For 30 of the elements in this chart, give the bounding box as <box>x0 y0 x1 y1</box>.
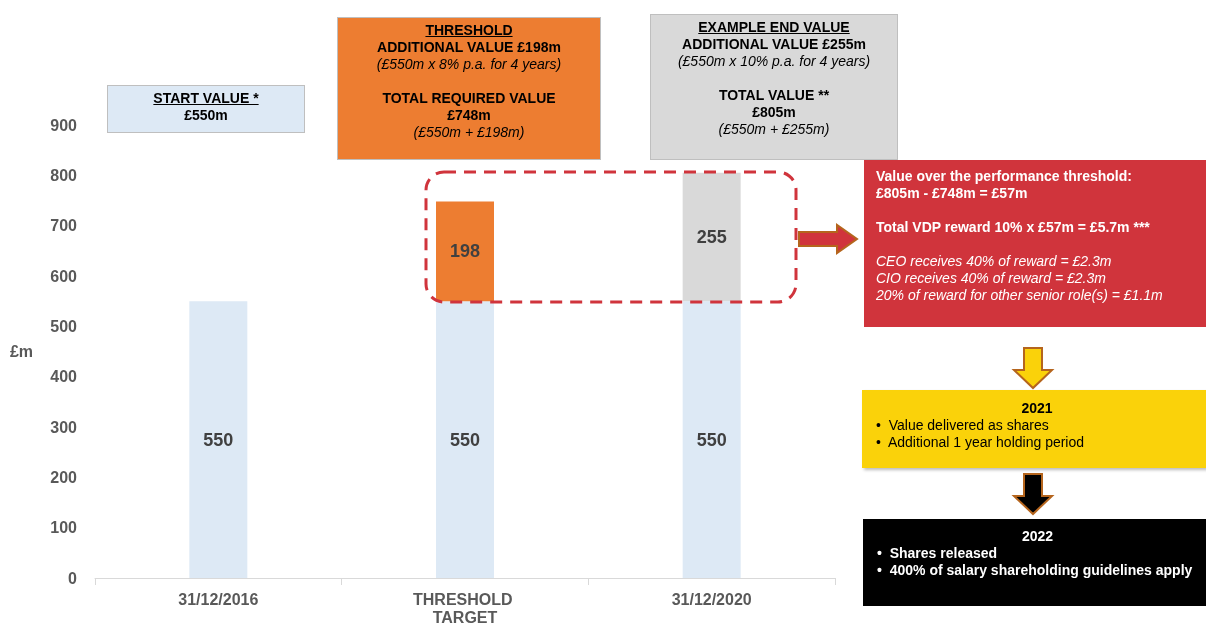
callout-box: 2022 • Shares released • 400% of salary shareholding guidelines apply <box>863 519 1206 606</box>
y-tick-label: 0 <box>68 569 78 587</box>
bar <box>682 172 741 302</box>
y-tick-label: 100 <box>50 519 78 537</box>
bar <box>436 201 494 302</box>
x-tick-label: 31/12/2020 <box>671 590 752 608</box>
x-tick-label: THRESHOLD TARGET <box>413 590 517 626</box>
bar <box>682 301 741 578</box>
y-tick-label: 300 <box>50 418 78 436</box>
y-tick-label: 600 <box>50 267 78 285</box>
callout-box: Value over the performance threshold: £805m - £748m = £57m Total VDP reward 10% x £57m = £5.7m *** CEO receives 40% of reward = £2.3m CIO receives 40% of reward = £2.3m 20% of reward for other senior role(s) = £1.1m <box>864 160 1206 327</box>
data-label: 198 <box>449 241 481 262</box>
bar <box>189 301 248 578</box>
bar <box>436 301 494 578</box>
y-tick-label: 900 <box>50 116 78 134</box>
y-tick-label: 400 <box>50 368 78 386</box>
callout-box: START VALUE * £550m <box>107 85 305 133</box>
data-label: 550 <box>203 429 234 450</box>
callout-box: 2021 • Value delivered as shares • Additional 1 year holding period <box>862 390 1206 468</box>
y-tick-label: 700 <box>50 217 78 235</box>
callout-box: THRESHOLD ADDITIONAL VALUE £198m (£550m x 8% p.a. for 4 years) TOTAL REQUIRED VALUE £748m (£550m + £198m) <box>337 17 601 160</box>
callout-box: EXAMPLE END VALUE ADDITIONAL VALUE £255m (£550m x 10% p.a. for 4 years) TOTAL VALUE ** £805m (£550m + £255m) <box>650 14 898 160</box>
y-tick-label: 200 <box>50 468 78 486</box>
data-label: 255 <box>696 226 727 247</box>
y-axis-title: £m <box>9 343 33 360</box>
y-tick-label: 800 <box>50 166 78 184</box>
data-label: 550 <box>696 429 727 450</box>
x-tick-label: 31/12/2016 <box>178 590 259 608</box>
y-tick-label: 500 <box>50 317 78 335</box>
data-label: 550 <box>449 429 481 450</box>
